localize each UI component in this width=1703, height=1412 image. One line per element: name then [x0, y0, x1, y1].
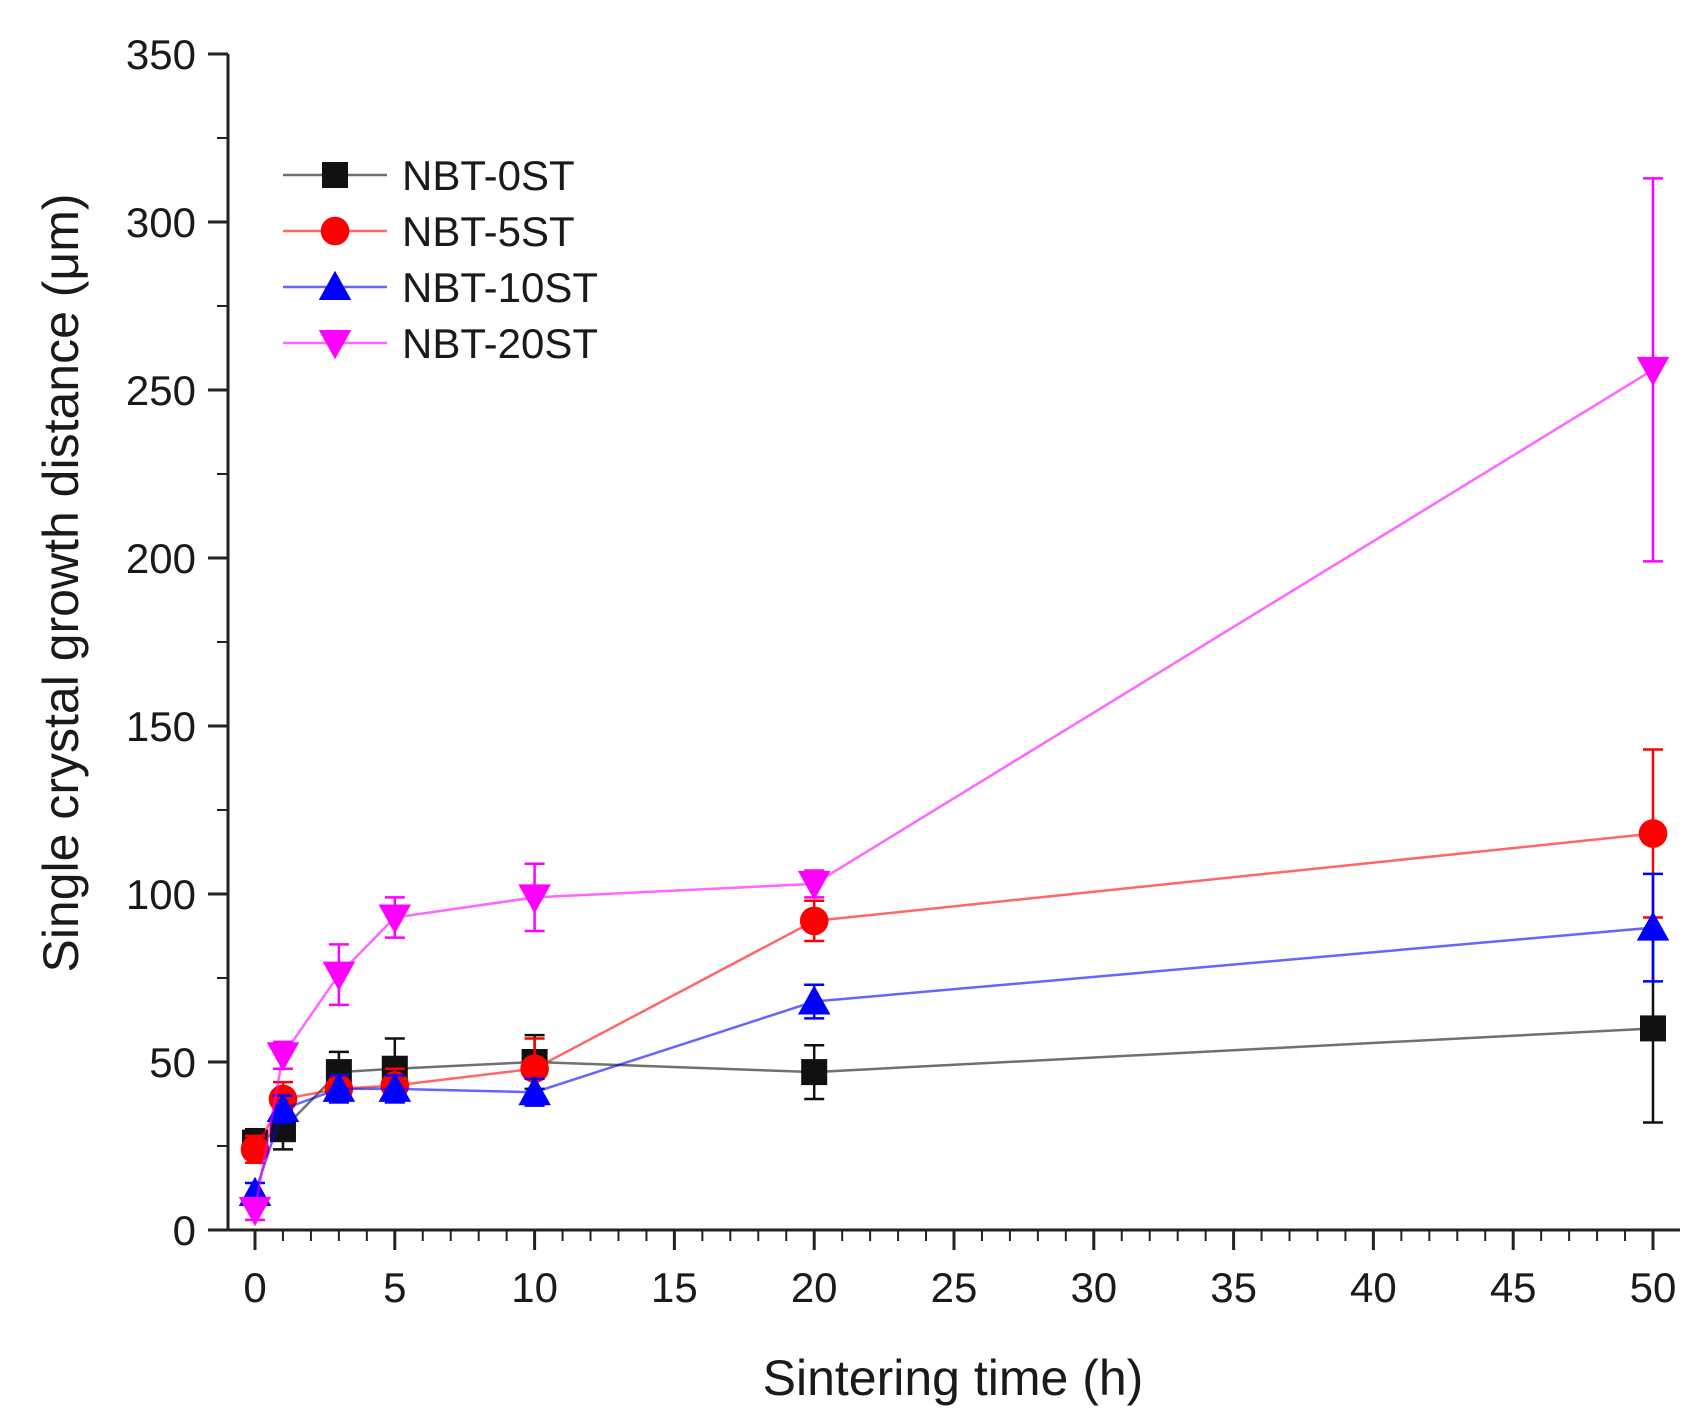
- legend-marker: [320, 216, 350, 246]
- data-point: [266, 1042, 300, 1072]
- y-axis-label: Single crystal growth distance (μm): [33, 193, 89, 972]
- data-point: [1638, 819, 1668, 848]
- legend-label: NBT-10ST: [402, 264, 598, 311]
- data-point: [518, 884, 551, 914]
- series-line-nbt-5st: [253, 832, 1654, 1150]
- data-point: [266, 1092, 300, 1123]
- legend-label: NBT-5ST: [402, 208, 575, 255]
- x-tick-label: 5: [383, 1264, 406, 1311]
- y-tick-label: 250: [126, 367, 196, 414]
- data-point: [1636, 356, 1670, 387]
- x-axis: 0 5 10 15 20 25 30 35 40 45 50: [243, 1230, 1676, 1311]
- series-line-nbt-10st: [253, 926, 1654, 1194]
- x-axis-label: Sintering time (h): [763, 1350, 1144, 1406]
- data-point: [378, 1072, 412, 1102]
- series-nbt-0st: [242, 933, 1666, 1158]
- data-point: [797, 985, 831, 1015]
- legend-label: NBT-0ST: [402, 152, 575, 199]
- x-tick-label: 45: [1490, 1264, 1537, 1311]
- y-tick-label: 350: [126, 31, 196, 78]
- data-point: [322, 961, 356, 991]
- legend: NBT-0ST NBT-5ST NBT-10ST NBT-20ST: [283, 152, 598, 367]
- legend-marker: [318, 330, 352, 360]
- series-line-nbt-0st: [254, 1027, 1654, 1144]
- x-tick-label: 0: [243, 1264, 266, 1311]
- data-point: [378, 904, 412, 934]
- y-tick-label: 100: [126, 871, 196, 918]
- series-line-nbt-20st: [253, 368, 1654, 1211]
- x-tick-label: 20: [791, 1264, 838, 1311]
- x-tick-label: 35: [1210, 1264, 1257, 1311]
- data-point: [240, 1135, 270, 1164]
- x-tick-label: 25: [931, 1264, 978, 1311]
- data-point: [1636, 911, 1670, 941]
- x-tick-label: 30: [1070, 1264, 1117, 1311]
- y-axis: 0 50 100 150 200 250 300 350: [126, 31, 228, 1254]
- x-tick-label: 40: [1350, 1264, 1397, 1311]
- legend-marker: [318, 270, 352, 300]
- series-nbt-5st: [240, 748, 1668, 1165]
- legend-label: NBT-20ST: [402, 320, 598, 367]
- data-point: [520, 1054, 549, 1084]
- data-point: [797, 870, 831, 901]
- data-point: [799, 906, 829, 936]
- y-tick-label: 200: [126, 535, 196, 582]
- data-point: [801, 1059, 828, 1086]
- y-tick-label: 300: [126, 199, 196, 246]
- series-nbt-20st: [238, 177, 1670, 1227]
- legend-marker: [322, 162, 348, 188]
- data-point: [1640, 1015, 1666, 1042]
- data-point: [322, 1072, 356, 1102]
- y-tick-label: 50: [149, 1039, 196, 1086]
- x-tick-label: 15: [651, 1264, 698, 1311]
- x-tick-label: 50: [1630, 1264, 1677, 1311]
- data-point: [238, 1196, 272, 1227]
- y-tick-label: 0: [173, 1207, 196, 1254]
- y-tick-label: 150: [126, 703, 196, 750]
- series-layer: [238, 177, 1670, 1227]
- data-point: [518, 1075, 551, 1106]
- x-tick-label: 10: [511, 1264, 558, 1311]
